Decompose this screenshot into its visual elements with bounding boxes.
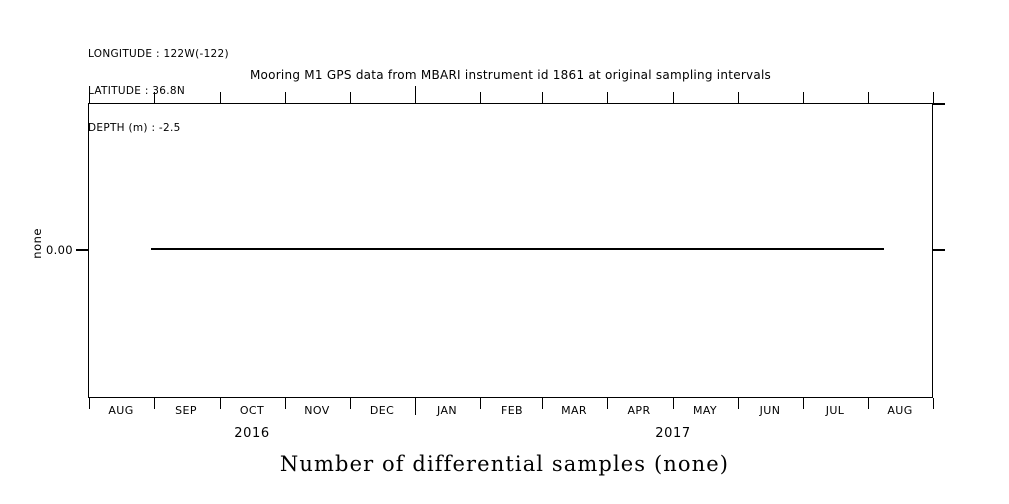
- metadata-block: LONGITUDE : 122W(-122) LATITUDE : 36.8N …: [88, 23, 229, 159]
- x-tick-top-jan-5: [414, 86, 416, 103]
- y-tick-left: [76, 249, 88, 251]
- x-tick-top-oct-2: [219, 92, 221, 103]
- metadata-latitude: LATITUDE : 36.8N: [88, 85, 186, 98]
- metadata-depth: DEPTH (m) : -2.5: [88, 122, 181, 135]
- x-axis-month-label: AUG: [887, 404, 913, 417]
- x-tick-top-aug-0: [88, 92, 90, 103]
- x-tick-bot-oct-2: [219, 398, 221, 409]
- x-axis-month-label: FEB: [500, 404, 524, 417]
- x-tick-bot-mar-7: [541, 398, 543, 409]
- x-tick-bot-jun-10: [737, 398, 739, 409]
- x-axis-month-label: APR: [627, 404, 651, 417]
- chart-subtitle: Mooring M1 GPS data from MBARI instrumen…: [249, 68, 772, 82]
- x-axis-month-label: JUL: [825, 404, 845, 417]
- x-axis-year-label: 2017: [655, 426, 691, 441]
- page-title: Number of differential samples (none): [279, 452, 730, 476]
- x-tick-bot-dec-4: [349, 398, 351, 409]
- x-tick-top-dec-4: [349, 92, 351, 103]
- x-tick-bot-feb-6: [479, 398, 481, 409]
- x-axis-month-label: MAR: [561, 404, 587, 417]
- x-axis-month-label: AUG: [108, 404, 134, 417]
- data-series-line: [151, 248, 884, 250]
- x-tick-bot-nov-3: [284, 398, 286, 409]
- x-tick-bot-aug-0: [88, 398, 90, 409]
- x-axis-month-label: JAN: [436, 404, 458, 417]
- x-tick-top-jul-11: [802, 92, 804, 103]
- x-tick-top-feb-6: [479, 92, 481, 103]
- y-axis-label: none: [30, 228, 44, 259]
- x-tick-bot-jul-11: [802, 398, 804, 409]
- x-tick-bot-apr-8: [606, 398, 608, 409]
- x-tick-top-mar-7: [541, 92, 543, 103]
- x-tick-top-jun-10: [737, 92, 739, 103]
- x-axis-month-label: MAY: [692, 404, 718, 417]
- x-tick-top-end: [932, 92, 934, 103]
- x-axis-month-label: JUN: [759, 404, 781, 417]
- x-axis-month-label: SEP: [175, 404, 197, 417]
- x-tick-bot-sep-1: [153, 398, 155, 409]
- x-tick-top-aug-12: [867, 92, 869, 103]
- x-axis-year-label: 2016: [234, 426, 270, 441]
- x-tick-top-sep-1: [153, 92, 155, 103]
- y-tick-right: [933, 249, 945, 251]
- metadata-longitude: LONGITUDE : 122W(-122): [88, 47, 229, 60]
- x-tick-bot-jan-5: [414, 398, 416, 415]
- x-tick-bot-end: [932, 398, 934, 409]
- axis-overshoot: [933, 103, 945, 105]
- x-axis-month-label: OCT: [239, 404, 265, 417]
- y-tick-label-0: 0.00: [46, 243, 73, 257]
- x-tick-top-apr-8: [606, 92, 608, 103]
- x-tick-bot-may-9: [672, 398, 674, 409]
- x-axis-month-label: DEC: [369, 404, 395, 417]
- x-tick-bot-aug-12: [867, 398, 869, 409]
- plot-frame: [88, 103, 933, 398]
- x-tick-top-nov-3: [284, 92, 286, 103]
- x-axis-month-label: NOV: [304, 404, 330, 417]
- x-tick-top-may-9: [672, 92, 674, 103]
